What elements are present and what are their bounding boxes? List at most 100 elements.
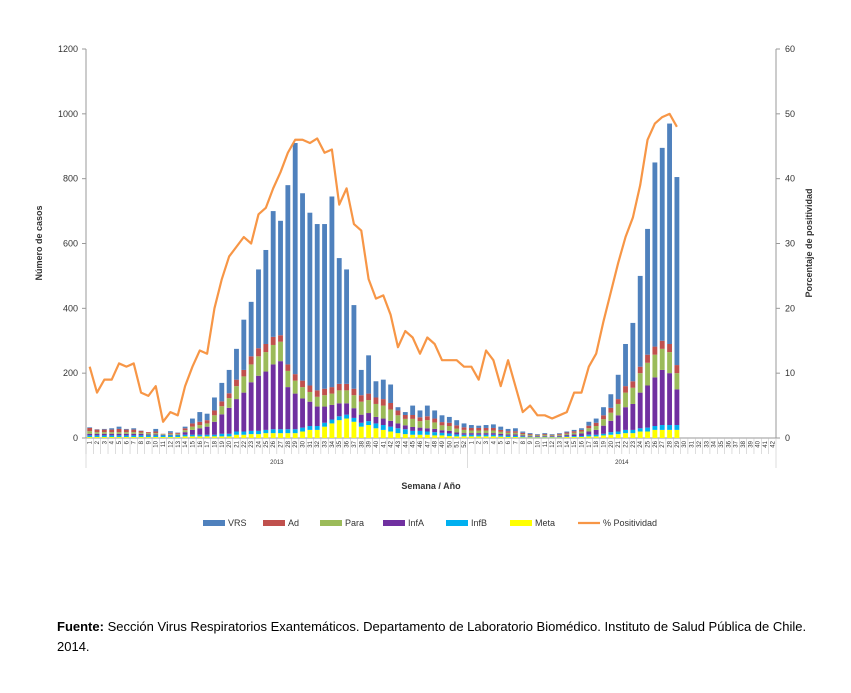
bar-segment (226, 436, 232, 438)
bar-segment (659, 369, 665, 426)
bar-segment (351, 395, 357, 409)
bar-segment (285, 370, 291, 388)
bar-segment (557, 437, 562, 438)
x-tick-label: 1 (88, 440, 94, 444)
x-tick-label: 31 (690, 440, 696, 447)
bar-segment (248, 434, 254, 438)
bar-segment (410, 434, 416, 438)
bar-segment (446, 422, 452, 427)
bar-segment (263, 249, 269, 344)
bar-segment (674, 373, 680, 390)
bar-segment (380, 418, 386, 426)
bar-segment (608, 412, 614, 421)
legend-swatch (203, 520, 225, 526)
bar-segment (527, 436, 533, 438)
bar-segment (138, 433, 144, 436)
bar-segment (424, 428, 430, 432)
bar-segment (417, 434, 423, 438)
bar-segment (535, 435, 540, 437)
bar-segment (637, 275, 643, 367)
x-tick-label: 40 (756, 440, 762, 447)
bar-segment (182, 426, 188, 429)
bar-segment (623, 343, 628, 387)
bar-segment (270, 344, 276, 365)
bar-segment (571, 431, 577, 433)
x-tick-label: 19 (220, 440, 226, 447)
bar-segment (454, 420, 460, 426)
bar-segment (248, 356, 254, 365)
bar-segment (153, 428, 159, 432)
bar-segment (212, 434, 217, 437)
bar-segment (535, 434, 540, 435)
x-tick-label: 4 (110, 440, 116, 444)
bar-segment (314, 426, 320, 430)
chart: Número de casos Porcentaje de positivida… (34, 44, 814, 528)
bar-segment (351, 421, 357, 438)
bar-segment (123, 435, 129, 438)
bar-segment (498, 435, 504, 437)
bar-segment (322, 395, 327, 407)
bar-segment (498, 426, 504, 430)
bar-segment (278, 335, 283, 342)
x-tick-label: 29 (675, 440, 681, 447)
x-tick-label: 26 (653, 440, 659, 447)
bar-segment (87, 433, 93, 436)
bar-segment (300, 427, 305, 432)
bar-segment (263, 433, 269, 438)
bar-segment (476, 430, 482, 434)
bar-segment (329, 387, 335, 394)
x-tick-label: 3 (102, 440, 108, 444)
bar-segment (490, 433, 496, 435)
bar-segment (593, 418, 599, 423)
x-tick-label: 42 (770, 440, 776, 447)
bar-segment (329, 196, 335, 388)
x-tick-label: 10 (154, 440, 160, 447)
bar-segment (424, 420, 430, 429)
bar-segment (219, 436, 225, 438)
legend-swatch (320, 520, 342, 526)
bar-segment (579, 437, 584, 438)
bar-segment (351, 305, 357, 389)
bar-segment (278, 220, 283, 336)
x-tick-label: 15 (190, 440, 196, 447)
bar-segment (623, 433, 628, 438)
bar-segment (87, 437, 93, 438)
bar-segment (571, 429, 577, 432)
x-tick-label: 17 (587, 440, 593, 447)
bar-segment (476, 433, 482, 435)
x-tick-label: 28 (286, 440, 292, 447)
bar-segment (101, 429, 107, 433)
source-text: Sección Virus Respiratorios Exantemático… (57, 619, 807, 654)
x-tick-label: 7 (132, 440, 138, 444)
bar-segment (160, 437, 166, 438)
bar-segment (234, 379, 239, 387)
bar-segment (512, 434, 518, 436)
bar-segment (579, 429, 584, 432)
bar-segment (109, 429, 115, 433)
bar-segment (608, 432, 614, 435)
bar-segment (579, 433, 584, 437)
bar-segment (256, 375, 261, 431)
bar-segment (527, 436, 533, 437)
bar-segment (659, 147, 665, 341)
bar-segment (579, 428, 584, 430)
bar-segment (358, 369, 364, 396)
x-axis-label: Semana / Año (401, 481, 461, 491)
bar-segment (226, 433, 232, 437)
bar-segment (630, 403, 636, 430)
bar-segment (402, 412, 408, 415)
bar-segment (270, 336, 276, 345)
bar-segment (241, 392, 247, 432)
legend-label: InfB (471, 518, 487, 528)
bar-segment (549, 434, 555, 436)
bar-segment (512, 431, 518, 433)
bar-segment (542, 436, 548, 437)
x-tick-label: 30 (682, 440, 688, 447)
bar-segment (307, 401, 313, 427)
bar-segment (190, 426, 195, 430)
bar-segment (446, 426, 452, 431)
bar-segment (380, 429, 386, 438)
bar-segment (358, 414, 364, 423)
x-tick-label: 9 (528, 440, 534, 444)
bar-segment (601, 433, 606, 436)
